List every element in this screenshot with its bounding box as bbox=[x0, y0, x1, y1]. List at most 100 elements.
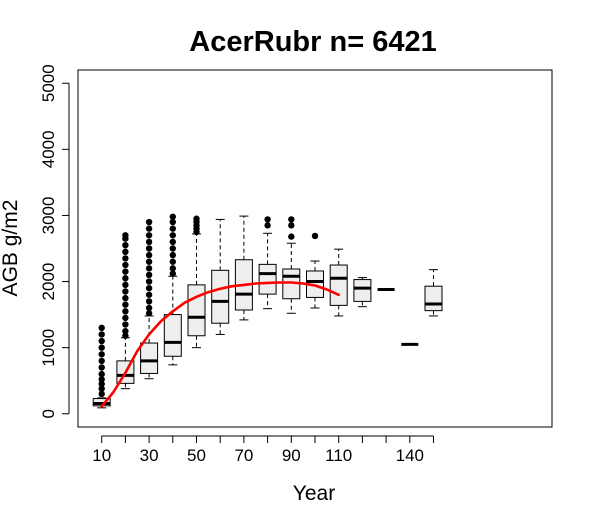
outlier-point bbox=[145, 310, 153, 317]
box bbox=[211, 269, 230, 324]
outlier-point bbox=[193, 215, 200, 222]
x-tick-label: 70 bbox=[234, 446, 253, 465]
y-tick-label: 3000 bbox=[39, 197, 58, 235]
outlier-point bbox=[311, 232, 319, 240]
outlier-point bbox=[169, 251, 176, 259]
box bbox=[424, 285, 443, 312]
outlier-point bbox=[122, 241, 129, 249]
outlier-point bbox=[98, 364, 105, 371]
x-tick-label: 110 bbox=[325, 446, 352, 465]
outlier-point bbox=[98, 390, 105, 398]
outlier-point bbox=[145, 251, 153, 259]
outlier-point bbox=[145, 304, 153, 312]
outlier-point bbox=[264, 216, 271, 223]
box bbox=[258, 263, 277, 295]
outlier-point bbox=[122, 301, 129, 308]
box-group bbox=[329, 248, 348, 317]
outlier-point bbox=[122, 308, 129, 315]
outlier-point bbox=[122, 332, 129, 339]
x-axis: 10 30 50 70 90 110 140 bbox=[92, 435, 434, 465]
box bbox=[353, 279, 372, 302]
outlier-point bbox=[169, 258, 176, 265]
outlier-point bbox=[169, 238, 176, 246]
outlier-point bbox=[122, 255, 129, 262]
y-tick-label: 5000 bbox=[39, 64, 58, 102]
outlier-point bbox=[169, 265, 176, 272]
outlier-point bbox=[145, 298, 153, 305]
outlier-point bbox=[122, 261, 129, 269]
box-group bbox=[258, 216, 277, 310]
box-group bbox=[163, 213, 182, 366]
box-group bbox=[282, 216, 301, 314]
fit-line bbox=[100, 281, 341, 408]
outlier-point bbox=[145, 278, 153, 285]
y-tick-label: 2000 bbox=[39, 263, 58, 301]
outlier-point bbox=[122, 327, 129, 335]
outlier-point bbox=[169, 225, 176, 232]
x-tick-label: 90 bbox=[282, 446, 301, 465]
y-tick-label: 4000 bbox=[39, 130, 58, 168]
x-axis-label: Year bbox=[293, 482, 335, 505]
outlier-point bbox=[98, 324, 105, 332]
box-group bbox=[234, 215, 253, 321]
x-tick-label: 30 bbox=[140, 446, 159, 465]
box-group bbox=[424, 269, 443, 317]
outlier-point bbox=[169, 232, 176, 239]
outlier-point bbox=[145, 258, 153, 265]
y-tick-label: 0 bbox=[39, 409, 58, 418]
box-group bbox=[116, 232, 135, 390]
box-group bbox=[187, 215, 206, 349]
outlier-point bbox=[98, 351, 105, 358]
outlier-point bbox=[145, 245, 153, 252]
outlier-point bbox=[98, 380, 105, 388]
outlier-point bbox=[288, 233, 295, 240]
outlier-point bbox=[145, 291, 153, 298]
box-group bbox=[140, 218, 159, 380]
box-group bbox=[353, 277, 372, 308]
outlier-point bbox=[288, 216, 295, 223]
fit-line-group bbox=[100, 281, 341, 408]
outlier-point bbox=[122, 321, 129, 328]
outlier-point bbox=[122, 294, 129, 302]
outlier-point bbox=[98, 344, 105, 351]
outlier-point bbox=[98, 337, 105, 345]
outlier-point bbox=[98, 370, 105, 378]
outlier-point bbox=[264, 222, 271, 229]
box-group bbox=[92, 324, 111, 409]
outlier-point bbox=[169, 270, 176, 277]
outlier-point bbox=[122, 232, 129, 239]
outlier-point bbox=[169, 218, 176, 226]
x-tick-label: 50 bbox=[187, 446, 206, 465]
outlier-point bbox=[145, 225, 153, 232]
y-tick-label: 1000 bbox=[39, 329, 58, 367]
outlier-point bbox=[145, 284, 153, 292]
outlier-point bbox=[169, 245, 176, 252]
y-axis-label: AGB g/m2 bbox=[0, 200, 22, 297]
plot-frame bbox=[77, 69, 553, 428]
outlier-point bbox=[145, 265, 153, 272]
outlier-point bbox=[98, 331, 105, 338]
outlier-point bbox=[122, 314, 129, 322]
box bbox=[140, 342, 159, 374]
outlier-point bbox=[122, 288, 129, 295]
box-group bbox=[211, 218, 230, 335]
outlier-point bbox=[98, 357, 105, 365]
box bbox=[187, 284, 206, 337]
box bbox=[329, 264, 348, 306]
x-tick-label: 140 bbox=[396, 446, 424, 465]
outlier-point bbox=[145, 232, 153, 239]
box-group bbox=[306, 232, 324, 309]
outlier-point bbox=[122, 268, 129, 275]
outlier-point bbox=[122, 248, 129, 256]
chart-title: AcerRubr n= 6421 bbox=[189, 26, 436, 58]
outlier-point bbox=[98, 376, 105, 383]
outlier-point bbox=[145, 271, 153, 279]
box bbox=[163, 314, 182, 357]
outlier-point bbox=[98, 385, 105, 392]
outlier-point bbox=[122, 281, 129, 289]
outlier-point bbox=[145, 238, 153, 246]
x-tick-label: 10 bbox=[92, 446, 111, 465]
y-axis: 0 1000 2000 3000 4000 5000 bbox=[39, 64, 70, 419]
outlier-point bbox=[122, 275, 129, 282]
